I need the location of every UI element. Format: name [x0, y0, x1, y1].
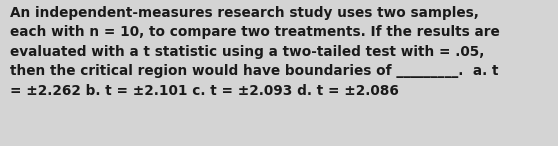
Text: An independent-measures research study uses two samples,
each with n = 10, to co: An independent-measures research study u… [10, 6, 500, 98]
